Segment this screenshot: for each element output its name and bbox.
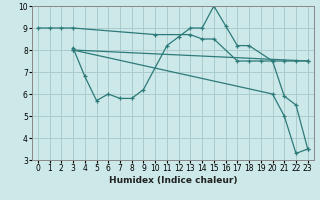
X-axis label: Humidex (Indice chaleur): Humidex (Indice chaleur) [108, 176, 237, 185]
